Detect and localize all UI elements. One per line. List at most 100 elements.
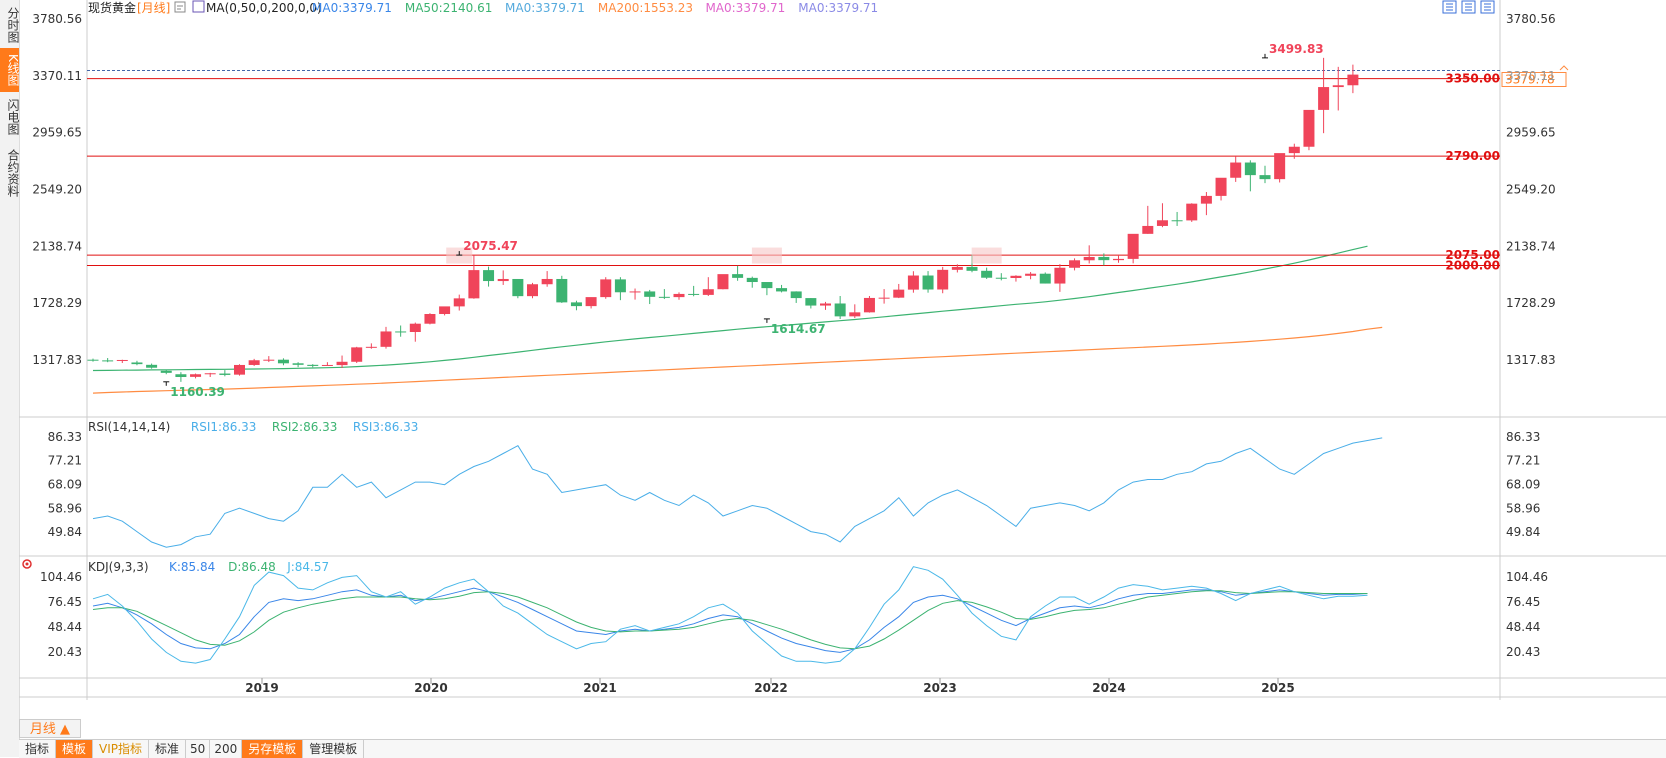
candle-body[interactable] [219, 373, 231, 375]
candle-body[interactable] [1142, 225, 1154, 234]
candle-body[interactable] [204, 373, 216, 375]
candle-body[interactable] [1083, 256, 1095, 261]
candle-body[interactable] [878, 297, 890, 299]
candle-body[interactable] [761, 282, 773, 289]
candle-body[interactable] [995, 277, 1007, 279]
candle-body[interactable] [351, 347, 363, 362]
candle-body[interactable] [1259, 175, 1271, 180]
candle-body[interactable] [453, 298, 465, 307]
candle-body[interactable] [746, 277, 758, 283]
candle-body[interactable] [512, 278, 524, 297]
candle-body[interactable] [673, 293, 685, 298]
side-tab-3[interactable]: 合约资料 [6, 149, 20, 197]
candle-body[interactable] [292, 363, 304, 365]
side-tab-1[interactable]: K线图 [0, 48, 20, 92]
candle-body[interactable] [468, 270, 480, 299]
ma-indicator-icon[interactable] [192, 0, 205, 13]
side-tab-2[interactable]: 闪电图 [6, 99, 20, 135]
candle-body[interactable] [1127, 233, 1139, 259]
footer-button-7[interactable]: 管理模板 [303, 740, 365, 758]
candle-body[interactable] [527, 284, 538, 297]
candle-body[interactable] [1010, 275, 1022, 279]
candle-body[interactable] [702, 289, 714, 295]
candle-body[interactable] [966, 266, 978, 271]
candle-body[interactable] [658, 296, 670, 298]
candle-body[interactable] [234, 364, 245, 375]
candle-body[interactable] [1244, 162, 1256, 176]
period-label[interactable]: [月线] [137, 1, 170, 15]
candle-body[interactable] [131, 362, 143, 365]
footer-button-4[interactable]: 50 [186, 740, 211, 758]
candle-body[interactable] [556, 278, 568, 303]
candle-body[interactable] [1039, 273, 1051, 284]
candle-body[interactable] [981, 270, 993, 278]
candle-body[interactable] [1215, 177, 1227, 196]
candle-body[interactable] [146, 364, 158, 368]
candle-body[interactable] [365, 346, 377, 348]
settings-icon[interactable] [174, 1, 186, 13]
candle-body[interactable] [893, 289, 905, 298]
candle-body[interactable] [263, 359, 275, 361]
footer-button-1[interactable]: 模板 [56, 740, 94, 758]
footer-button-5[interactable]: 200 [210, 740, 243, 758]
candle-body[interactable] [160, 370, 172, 373]
candle-body[interactable] [849, 312, 861, 317]
candle-body[interactable] [922, 275, 934, 290]
candle-body[interactable] [1156, 220, 1168, 226]
symbol-title[interactable]: 现货黄金 [88, 0, 136, 15]
candle-body[interactable] [717, 274, 729, 290]
candle-body[interactable] [1186, 203, 1198, 221]
candle-body[interactable] [1274, 153, 1286, 180]
candle-body[interactable] [497, 278, 509, 282]
candle-body[interactable] [380, 331, 392, 347]
candle-body[interactable] [307, 364, 319, 366]
candle-body[interactable] [1303, 109, 1315, 147]
candle-body[interactable] [102, 360, 114, 362]
footer-button-2[interactable]: VIP指标 [93, 740, 150, 758]
candle-body[interactable] [87, 359, 99, 361]
candle-body[interactable] [1025, 273, 1037, 276]
candle-body[interactable] [776, 288, 788, 292]
candle-body[interactable] [175, 374, 187, 378]
gear-icon[interactable] [22, 559, 32, 569]
side-tab-0[interactable]: 分时图 [6, 7, 20, 43]
candle-body[interactable] [1318, 87, 1330, 110]
candle-body[interactable] [1054, 267, 1066, 284]
footer-button-0[interactable]: 指标 [19, 740, 57, 758]
candle-body[interactable] [248, 360, 260, 365]
candle-body[interactable] [1288, 146, 1300, 154]
candle-body[interactable] [937, 269, 949, 290]
candle-body[interactable] [1347, 74, 1359, 86]
candle-body[interactable] [541, 278, 553, 285]
candle-body[interactable] [820, 303, 831, 306]
candle-body[interactable] [688, 293, 700, 295]
footer-button-6[interactable]: 另存模板 [242, 740, 304, 758]
candle-body[interactable] [1069, 260, 1081, 268]
candle-body[interactable] [1200, 195, 1212, 204]
candle-body[interactable] [834, 303, 846, 317]
candle-body[interactable] [951, 266, 963, 270]
candle-body[interactable] [277, 359, 289, 364]
candle-body[interactable] [644, 291, 656, 297]
candle-body[interactable] [483, 270, 495, 282]
candle-body[interactable] [1113, 258, 1124, 261]
candle-body[interactable] [907, 275, 919, 290]
candle-body[interactable] [336, 361, 348, 366]
footer-button-3[interactable]: 标准 [149, 740, 187, 758]
candle-body[interactable] [629, 291, 641, 293]
candle-body[interactable] [863, 297, 875, 313]
period-selector-button[interactable]: 月线 ▲ [19, 719, 81, 738]
candle-body[interactable] [1332, 85, 1344, 88]
candle-body[interactable] [190, 374, 202, 377]
candle-body[interactable] [409, 323, 421, 333]
candle-body[interactable] [321, 364, 333, 366]
candle-body[interactable] [570, 302, 582, 307]
candle-body[interactable] [732, 274, 744, 278]
candle-body[interactable] [395, 331, 407, 333]
candle-body[interactable] [805, 298, 817, 306]
candle-body[interactable] [585, 297, 597, 307]
candle-body[interactable] [1230, 162, 1242, 178]
candle-body[interactable] [439, 306, 451, 315]
candle-body[interactable] [790, 291, 802, 299]
